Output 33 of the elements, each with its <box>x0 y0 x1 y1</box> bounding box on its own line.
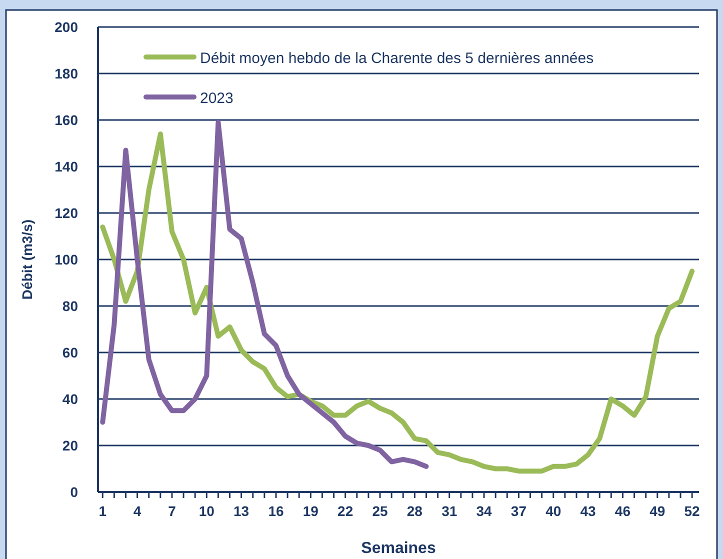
legend-label: 2023 <box>200 90 234 107</box>
x-tick-label: 34 <box>476 503 492 519</box>
y-tick-label: 60 <box>62 344 78 360</box>
x-tick-label: 43 <box>580 503 596 519</box>
x-tick-label: 4 <box>133 503 142 519</box>
legend-label: Débit moyen hebdo de la Charente des 5 dernières années <box>200 50 594 67</box>
y-tick-label: 160 <box>54 112 78 128</box>
y-tick-label: 180 <box>54 66 78 82</box>
x-tick-label: 13 <box>234 503 250 519</box>
x-tick-label: 25 <box>372 503 388 519</box>
x-tick-label: 19 <box>302 503 319 519</box>
x-tick-label: 52 <box>684 503 700 519</box>
y-tick-label: 40 <box>62 391 78 407</box>
x-tick-label: 31 <box>442 503 458 519</box>
x-tick-label: 40 <box>546 503 562 519</box>
x-axis-title: Semaines <box>361 540 436 557</box>
x-tick-label: 22 <box>338 503 354 519</box>
x-tick-label: 46 <box>614 503 631 519</box>
x-tick-label: 7 <box>168 503 176 519</box>
x-tick-label: 37 <box>510 503 527 519</box>
y-tick-label: 0 <box>70 484 78 500</box>
y-tick-label: 80 <box>62 298 78 314</box>
y-tick-label: 200 <box>54 19 78 35</box>
y-tick-label: 20 <box>62 438 78 454</box>
x-tick-label: 16 <box>268 503 284 519</box>
y-tick-label: 140 <box>54 158 78 174</box>
y-tick-label: 120 <box>54 205 78 221</box>
x-tick-label: 28 <box>406 503 423 519</box>
y-axis-title: Débit (m3/s) <box>19 219 35 300</box>
x-tick-label: 49 <box>650 503 666 519</box>
x-tick-label: 1 <box>98 503 107 519</box>
x-tick-label: 10 <box>198 503 215 519</box>
y-tick-label: 100 <box>54 252 78 268</box>
